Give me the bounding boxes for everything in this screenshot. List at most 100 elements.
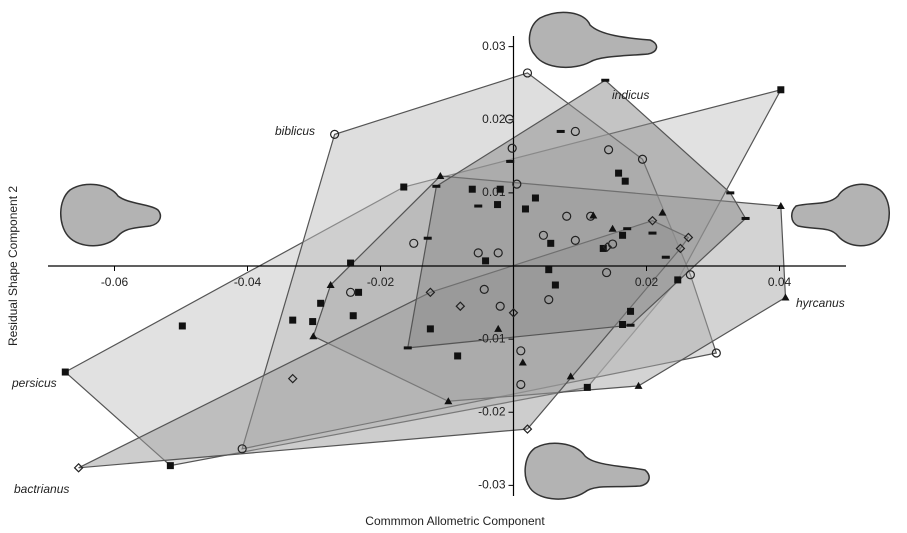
- point: [474, 204, 483, 208]
- point: [566, 372, 575, 380]
- point: [426, 325, 434, 333]
- point: [675, 243, 686, 254]
- point: [658, 208, 667, 216]
- point: [603, 145, 614, 155]
- point: [521, 205, 529, 213]
- point: [326, 281, 335, 289]
- point: [777, 86, 785, 94]
- point: [309, 332, 318, 340]
- point: [347, 259, 355, 267]
- silhouette-left: [60, 183, 162, 247]
- point: [289, 316, 297, 324]
- point: [345, 287, 356, 297]
- group-label: biblicus: [275, 124, 315, 138]
- silhouette-bottom: [524, 442, 650, 500]
- point: [741, 216, 750, 220]
- point: [479, 284, 489, 294]
- point: [544, 295, 554, 305]
- group-label: persicus: [11, 376, 57, 390]
- point: [726, 191, 735, 195]
- point: [444, 397, 453, 405]
- point: [623, 227, 632, 231]
- point: [589, 211, 598, 219]
- x-tick-label: -0.02: [367, 275, 395, 289]
- point: [601, 267, 612, 278]
- x-tick-label: 0.04: [768, 275, 792, 289]
- point: [495, 301, 505, 311]
- point: [621, 177, 629, 185]
- point: [506, 159, 515, 163]
- point: [455, 301, 466, 312]
- point: [516, 346, 526, 356]
- point: [570, 126, 580, 137]
- point: [619, 231, 627, 239]
- point: [317, 299, 325, 307]
- point: [781, 293, 790, 301]
- hulls: [64, 72, 787, 469]
- point: [626, 323, 635, 327]
- point: [570, 235, 580, 246]
- point: [355, 288, 363, 296]
- point: [562, 211, 572, 221]
- y-tick-label: -0.03: [478, 478, 506, 492]
- group-label: bactrianus: [14, 482, 69, 496]
- point: [776, 202, 785, 210]
- point: [538, 230, 549, 240]
- point: [436, 172, 445, 180]
- point: [178, 322, 186, 330]
- point: [166, 462, 174, 470]
- point: [522, 424, 533, 434]
- point: [409, 238, 419, 248]
- point: [512, 179, 522, 189]
- point: [634, 381, 643, 389]
- x-tick-label: 0.02: [635, 275, 659, 289]
- point: [619, 321, 627, 328]
- point: [432, 184, 441, 188]
- point: [547, 239, 555, 247]
- point: [73, 462, 84, 473]
- point: [518, 358, 527, 366]
- point: [504, 114, 515, 124]
- point: [648, 231, 657, 235]
- point: [349, 312, 357, 320]
- x-tick-label: -0.04: [234, 275, 262, 289]
- point: [647, 215, 658, 226]
- point: [423, 236, 432, 240]
- point: [685, 270, 695, 280]
- point: [583, 383, 591, 391]
- point: [556, 129, 565, 133]
- point: [674, 276, 682, 284]
- point: [602, 242, 613, 252]
- point: [482, 257, 490, 265]
- point: [287, 373, 298, 384]
- point: [400, 183, 408, 191]
- point: [601, 78, 610, 82]
- point: [425, 287, 436, 298]
- point: [494, 201, 502, 209]
- point: [615, 169, 623, 177]
- y-tick-label: 0.03: [482, 39, 506, 53]
- point: [531, 194, 539, 202]
- point: [309, 318, 317, 326]
- point: [508, 307, 519, 318]
- point: [522, 68, 533, 78]
- point: [516, 379, 526, 390]
- y-tick-label: -0.01: [478, 331, 506, 345]
- point: [551, 281, 559, 289]
- point: [403, 346, 412, 350]
- y-tick-label: -0.02: [478, 404, 506, 418]
- group-label: hyrcanus: [796, 296, 845, 310]
- point: [608, 224, 617, 232]
- y-axis-label: Residual Shape Component 2: [6, 186, 20, 346]
- y-tick-label: 0.02: [482, 112, 506, 126]
- point: [330, 129, 340, 139]
- x-tick-label: -0.06: [101, 275, 129, 289]
- point: [496, 185, 504, 193]
- point: [493, 248, 503, 258]
- point: [473, 248, 483, 258]
- point: [494, 324, 503, 332]
- point: [61, 368, 69, 376]
- point: [637, 154, 648, 164]
- point: [468, 185, 476, 193]
